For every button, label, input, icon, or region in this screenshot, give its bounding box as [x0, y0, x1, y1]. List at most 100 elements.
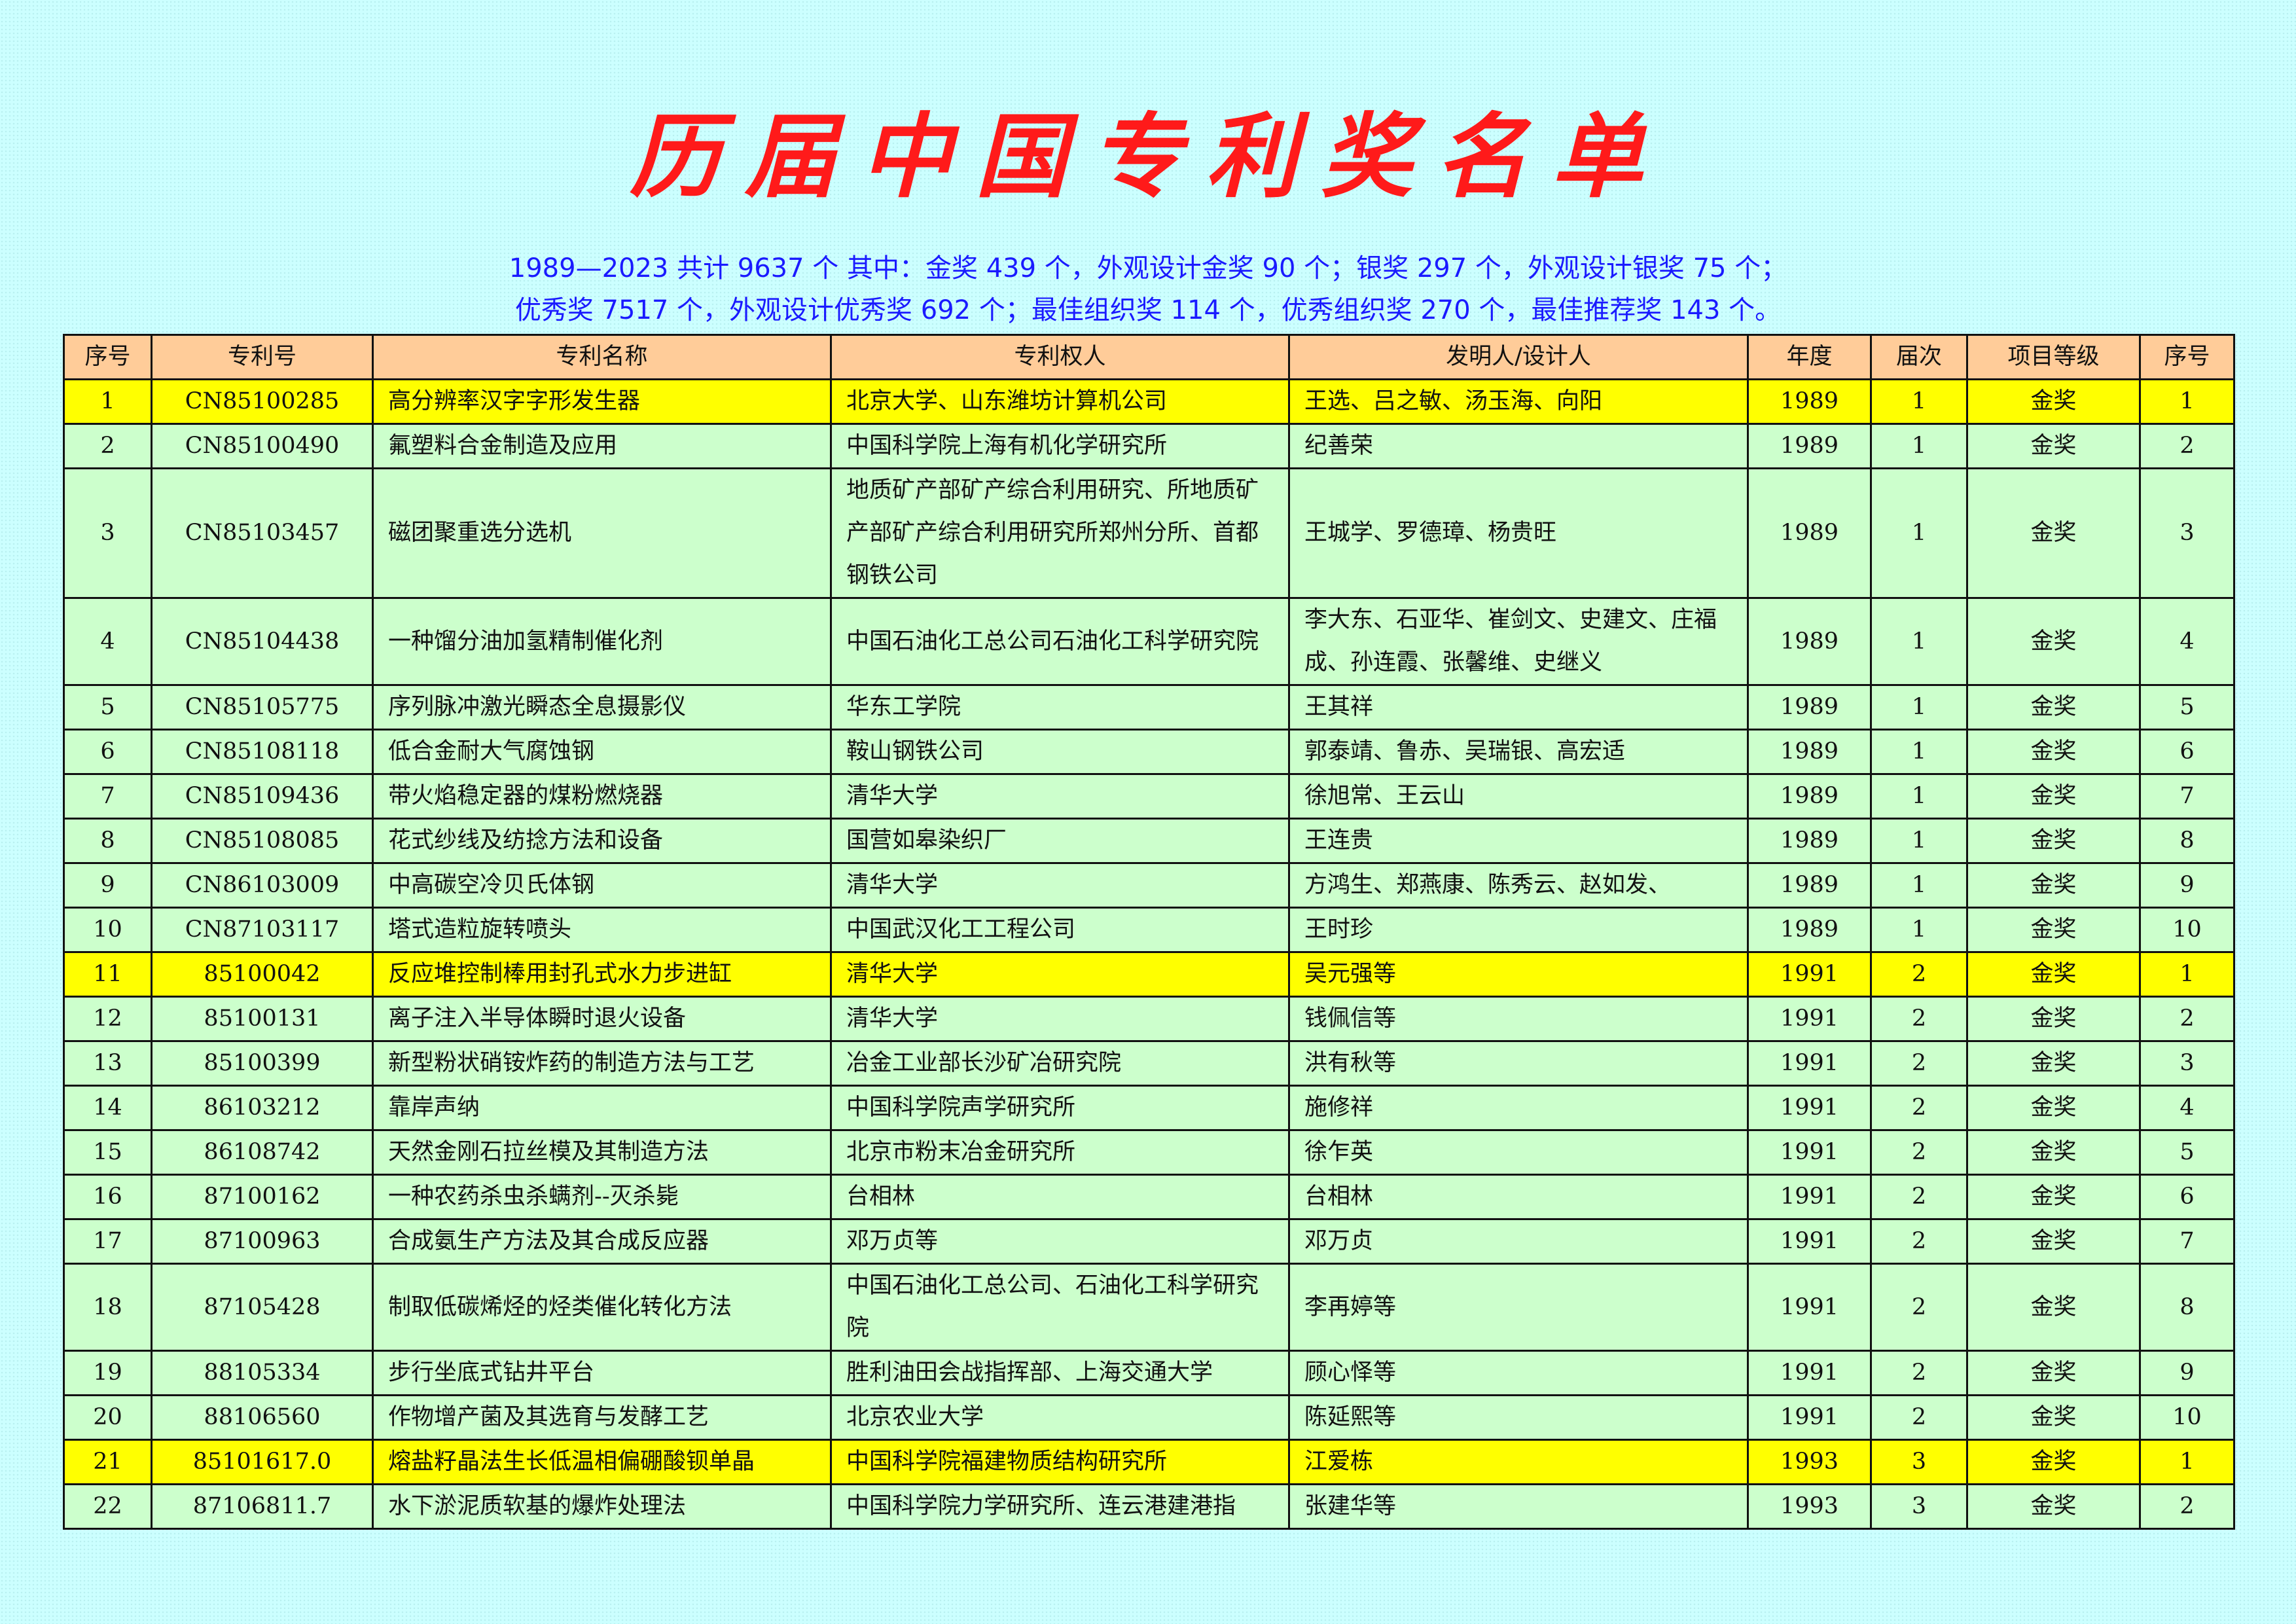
cell-seq: 8 [2139, 818, 2235, 864]
cell-year: 1989 [1747, 597, 1872, 686]
cell-owner: 中国武汉化工工程公司 [830, 907, 1290, 953]
cell-seq: 8 [2139, 1263, 2235, 1352]
cell-patent-no: 87100963 [151, 1218, 374, 1265]
cell-seq: 5 [2139, 1129, 2235, 1176]
cell-patent-no: CN86103009 [151, 862, 374, 909]
cell-inventor: 徐乍英 [1288, 1129, 1749, 1176]
cell-seq: 2 [2139, 996, 2235, 1042]
cell-level: 金奖 [1966, 684, 2141, 731]
table-row: 22 87106811.7 水下淤泥质软基的爆炸处理法 中国科学院力学研究所、连云港建… [63, 1483, 2235, 1530]
cell-patent-no: 87105428 [151, 1263, 374, 1352]
cell-session: 2 [1870, 1263, 1968, 1352]
cell-seq: 2 [2139, 1483, 2235, 1530]
cell-seq: 9 [2139, 862, 2235, 909]
cell-no: 2 [63, 423, 152, 469]
cell-inventor: 洪有秋等 [1288, 1040, 1749, 1087]
cell-seq: 7 [2139, 773, 2235, 820]
cell-patent-name: 反应堆控制棒用封孔式水力步进缸 [372, 951, 832, 998]
header-year: 年度 [1747, 334, 1872, 380]
cell-seq: 7 [2139, 1218, 2235, 1265]
cell-session: 1 [1870, 684, 1968, 731]
cell-level: 金奖 [1966, 597, 2141, 686]
cell-no: 6 [63, 729, 152, 775]
cell-level: 金奖 [1966, 378, 2141, 425]
cell-level: 金奖 [1966, 423, 2141, 469]
cell-owner: 中国科学院声学研究所 [830, 1085, 1290, 1131]
cell-patent-name: 氟塑料合金制造及应用 [372, 423, 832, 469]
cell-seq: 6 [2139, 1174, 2235, 1220]
cell-patent-name: 高分辨率汉字字形发生器 [372, 378, 832, 425]
cell-patent-name: 中高碳空冷贝氏体钢 [372, 862, 832, 909]
cell-inventor: 江爱栋 [1288, 1439, 1749, 1485]
cell-owner: 华东工学院 [830, 684, 1290, 731]
cell-no: 5 [63, 684, 152, 731]
cell-level: 金奖 [1966, 818, 2141, 864]
cell-year: 1989 [1747, 729, 1872, 775]
cell-patent-no: CN85109436 [151, 773, 374, 820]
cell-inventor: 邓万贞 [1288, 1218, 1749, 1265]
cell-level: 金奖 [1966, 1129, 2141, 1176]
cell-seq: 1 [2139, 1439, 2235, 1485]
cell-session: 2 [1870, 1174, 1968, 1220]
cell-session: 1 [1870, 862, 1968, 909]
cell-no: 13 [63, 1040, 152, 1087]
cell-patent-no: CN85108085 [151, 818, 374, 864]
cell-no: 7 [63, 773, 152, 820]
cell-patent-no: CN85104438 [151, 597, 374, 686]
header-patent-name: 专利名称 [372, 334, 832, 380]
cell-level: 金奖 [1966, 862, 2141, 909]
cell-inventor: 方鸿生、郑燕康、陈秀云、赵如发、 [1288, 862, 1749, 909]
header-level: 项目等级 [1966, 334, 2141, 380]
cell-owner: 邓万贞等 [830, 1218, 1290, 1265]
cell-inventor: 王其祥 [1288, 684, 1749, 731]
cell-session: 2 [1870, 951, 1968, 998]
cell-owner: 中国科学院福建物质结构研究所 [830, 1439, 1290, 1485]
cell-inventor: 顾心怿等 [1288, 1350, 1749, 1396]
table-row: 11 85100042 反应堆控制棒用封孔式水力步进缸 清华大学 吴元强等 1991 2 金奖… [63, 951, 2235, 998]
cell-no: 8 [63, 818, 152, 864]
cell-year: 1991 [1747, 1218, 1872, 1265]
cell-no: 14 [63, 1085, 152, 1131]
cell-owner: 清华大学 [830, 996, 1290, 1042]
cell-patent-name: 低合金耐大气腐蚀钢 [372, 729, 832, 775]
cell-no: 4 [63, 597, 152, 686]
cell-inventor: 陈延熙等 [1288, 1394, 1749, 1441]
table-row: 18 87105428 制取低碳烯烃的烃类催化转化方法 中国石油化工总公司、石油化工科… [63, 1263, 2235, 1352]
header-patent-no: 专利号 [151, 334, 374, 380]
cell-level: 金奖 [1966, 1350, 2141, 1396]
cell-patent-no: 86108742 [151, 1129, 374, 1176]
cell-year: 1989 [1747, 378, 1872, 425]
cell-owner: 胜利油田会战指挥部、上海交通大学 [830, 1350, 1290, 1396]
cell-inventor: 施修祥 [1288, 1085, 1749, 1131]
cell-seq: 10 [2139, 1394, 2235, 1441]
cell-no: 20 [63, 1394, 152, 1441]
cell-level: 金奖 [1966, 729, 2141, 775]
cell-owner: 台相林 [830, 1174, 1290, 1220]
cell-level: 金奖 [1966, 951, 2141, 998]
cell-session: 2 [1870, 996, 1968, 1042]
cell-owner: 冶金工业部长沙矿冶研究院 [830, 1040, 1290, 1087]
cell-seq: 3 [2139, 1040, 2235, 1087]
table-row: 7 CN85109436 带火焰稳定器的煤粉燃烧器 清华大学 徐旭常、王云山 1989 1 金… [63, 773, 2235, 820]
cell-year: 1991 [1747, 1350, 1872, 1396]
cell-patent-no: 85100042 [151, 951, 374, 998]
cell-level: 金奖 [1966, 773, 2141, 820]
cell-patent-name: 花式纱线及纺捻方法和设备 [372, 818, 832, 864]
table-row: 21 85101617.0 熔盐籽晶法生长低温相偏硼酸钡单晶 中国科学院福建物质结构研… [63, 1439, 2235, 1485]
header-seq: 序号 [2139, 334, 2235, 380]
header-session: 届次 [1870, 334, 1968, 380]
cell-seq: 1 [2139, 378, 2235, 425]
cell-session: 2 [1870, 1040, 1968, 1087]
cell-no: 9 [63, 862, 152, 909]
cell-patent-no: 85100131 [151, 996, 374, 1042]
cell-year: 1993 [1747, 1483, 1872, 1530]
table-row: 16 87100162 一种农药杀虫杀螨剂--灭杀毙 台相林 台相林 1991 2 金奖 6 [63, 1174, 2235, 1220]
cell-seq: 5 [2139, 684, 2235, 731]
cell-patent-name: 步行坐底式钻井平台 [372, 1350, 832, 1396]
cell-level: 金奖 [1966, 1218, 2141, 1265]
cell-no: 22 [63, 1483, 152, 1530]
cell-patent-name: 序列脉冲激光瞬态全息摄影仪 [372, 684, 832, 731]
cell-patent-name: 熔盐籽晶法生长低温相偏硼酸钡单晶 [372, 1439, 832, 1485]
cell-owner: 北京农业大学 [830, 1394, 1290, 1441]
cell-patent-name: 合成氨生产方法及其合成反应器 [372, 1218, 832, 1265]
